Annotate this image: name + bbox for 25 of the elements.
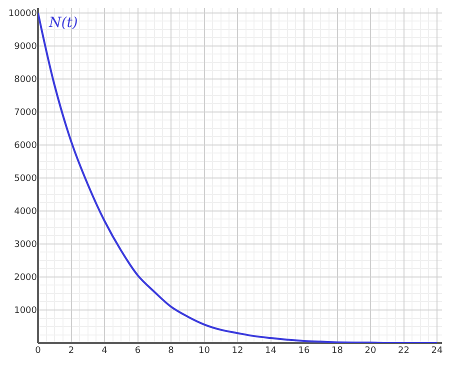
x-tick-label: 14 [265,346,277,356]
x-tick-label: 12 [232,346,244,356]
y-tick-label: 10000 [8,9,38,20]
y-tick-label: 5000 [14,174,38,184]
x-tick-label: 18 [332,346,344,356]
x-tick-label: 4 [102,346,108,356]
x-tick-label: 16 [298,346,310,356]
y-tick-label: 1000 [14,306,38,316]
y-tick-label: 2000 [14,273,38,284]
y-tick-label: 8000 [14,75,38,86]
x-tick-label: 24 [431,346,444,356]
y-tick-label: 3000 [14,240,38,250]
x-tick-label: 0 [35,346,42,356]
x-tick-label: 6 [134,346,141,356]
x-tick-label: 20 [364,346,377,356]
y-tick-label: 4000 [14,207,38,218]
x-tick-label: 2 [68,346,74,356]
x-tick-label: 8 [168,346,174,356]
x-tick-label: 22 [398,346,410,356]
x-tick-label: 10 [198,346,210,356]
y-tick-label: 9000 [14,42,38,52]
y-tick-label: 7000 [14,108,38,118]
line-series [38,12,438,343]
annotation: N(t) [48,15,78,31]
y-tick-label: 6000 [14,141,38,152]
